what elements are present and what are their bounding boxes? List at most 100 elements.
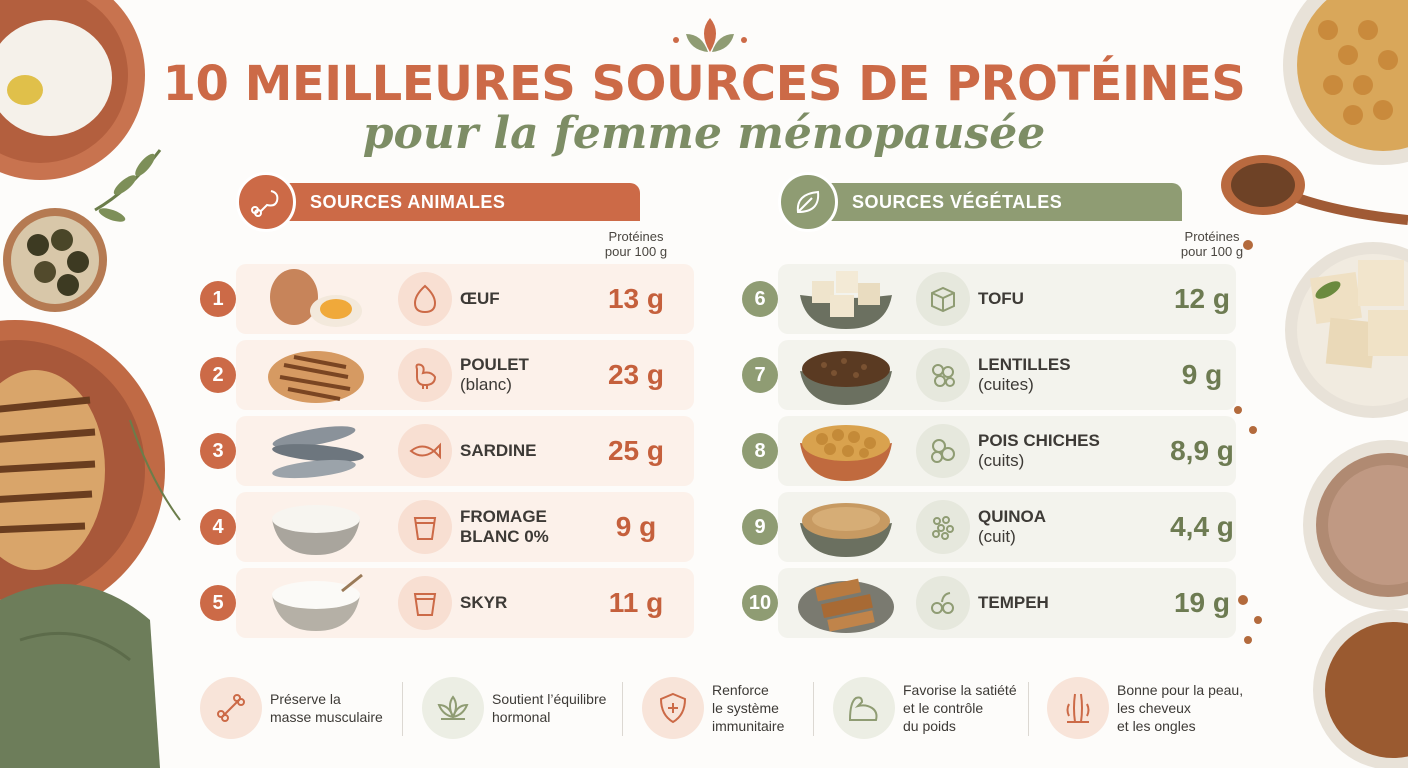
rank-badge: 4 [200, 509, 236, 545]
chickpeas-image [800, 425, 892, 481]
list-item: 2 POULET (blanc) 23 g [200, 340, 694, 410]
cube-icon [916, 272, 970, 326]
food-name: LENTILLES (cuites) [978, 340, 1108, 410]
rank-badge: 6 [742, 281, 778, 317]
column-header-line2: pour 100 g [604, 244, 668, 259]
protein-value: 9 g [615, 511, 657, 542]
list-item: 9 QUINOA (cuit) 4,4 g [742, 492, 1236, 562]
divider [402, 682, 403, 736]
benefit-hormonal: Soutient l’équilibre hormonal [422, 672, 606, 744]
benefit-line: immunitaire [712, 718, 785, 734]
benefits-bar: Préserve la masse musculaire Soutient l’… [196, 672, 1246, 744]
divider [813, 682, 814, 736]
cup-icon [398, 576, 452, 630]
food-name-main: TEMPEH [978, 593, 1049, 612]
decorative-food-left [0, 0, 181, 768]
benefit-line: les cheveux [1117, 700, 1191, 716]
food-name: TEMPEH [978, 568, 1108, 638]
rank-badge: 8 [742, 433, 778, 469]
food-name-main: TOFU [978, 289, 1024, 308]
food-name-main: SARDINE [460, 441, 537, 460]
hair-icon [1047, 677, 1109, 739]
divider [622, 682, 623, 736]
list-item: 4 FROMAGE BLANC 0% 9 g [200, 492, 694, 562]
lotus-icon [422, 677, 484, 739]
chicken-image [268, 351, 364, 403]
food-name-sub: (cuit) [978, 527, 1016, 546]
rank-badge: 5 [200, 585, 236, 621]
fromage-blanc-image [272, 505, 360, 555]
lentils-image [800, 351, 892, 405]
muscle-icon [833, 677, 895, 739]
column-header-line1: Protéines [1184, 229, 1240, 244]
list-item: 7 LENTILLES (cuites) 9 g [742, 340, 1236, 410]
food-name: TOFU [978, 264, 1108, 334]
animal-section-title: SOURCES ANIMALES [266, 183, 640, 221]
column-header-line1: Protéines [608, 229, 664, 244]
vegetal-sources-section: SOURCES VÉGÉTALES Protéines pour 100 g 6 [742, 172, 1243, 638]
vegetal-section-header: SOURCES VÉGÉTALES [778, 172, 1238, 232]
benefit-line: Soutient l’équilibre [492, 691, 607, 707]
benefit-line: Bonne pour la peau, [1117, 682, 1244, 698]
animal-sources-section: SOURCES ANIMALES Protéines pour 100 g 1 … [200, 172, 696, 638]
sardine-image [272, 426, 364, 479]
rank-badge: 7 [742, 357, 778, 393]
list-item: 10 TEMPEH 19 g [742, 568, 1236, 638]
protein-value: 23 g [607, 359, 665, 390]
benefit-line: et les ongles [1117, 718, 1196, 734]
benefit-line: hormonal [492, 709, 551, 725]
rank-badge: 3 [200, 433, 236, 469]
food-name-sub: (cuites) [978, 375, 1034, 394]
benefit-satiety: Favorise la satiété et le contrôle du po… [833, 672, 1017, 744]
food-name-main: ŒUF [460, 289, 500, 308]
rank-badge: 9 [742, 509, 778, 545]
benefit-line: le système [712, 700, 779, 716]
vegetal-section-title: SOURCES VÉGÉTALES [808, 183, 1182, 221]
column-header-line2: pour 100 g [1180, 244, 1244, 259]
egg-icon [398, 272, 452, 326]
skyr-image [272, 573, 363, 631]
food-name: SARDINE [460, 416, 590, 486]
benefit-line: masse musculaire [270, 709, 383, 725]
list-item: 5 SKYR 11 g [200, 568, 694, 638]
benefit-text: Renforce le système immunitaire [712, 681, 784, 735]
tofu-image [800, 271, 892, 329]
rank-badge: 1 [200, 281, 236, 317]
rank-badge: 10 [742, 585, 778, 621]
food-name: ŒUF [460, 264, 590, 334]
benefit-line: Renforce [712, 682, 769, 698]
protein-value: 4,4 g [1170, 511, 1234, 542]
protein-value: 25 g [607, 435, 665, 466]
leaf-icon [778, 172, 838, 232]
tempeh-image [798, 578, 894, 633]
page-title: 10 MEILLEURES SOURCES DE PROTÉINES [162, 56, 1246, 112]
list-item: 1 ŒUF 13 g [200, 264, 694, 334]
food-name-main: FROMAGE [460, 507, 547, 526]
list-item: 6 TOFU 12 g [742, 264, 1236, 334]
benefit-text: Soutient l’équilibre hormonal [492, 690, 606, 726]
protein-value: 13 g [607, 283, 665, 314]
benefit-skin-hair: Bonne pour la peau, les cheveux et les o… [1047, 672, 1243, 744]
food-name: POIS CHICHES (cuits) [978, 416, 1108, 486]
protein-value: 12 g [1173, 283, 1231, 314]
benefit-line: du poids [903, 718, 956, 734]
benefit-text: Préserve la masse musculaire [270, 690, 383, 726]
protein-value: 19 g [1173, 587, 1231, 618]
list-item: 8 POIS CHICHES (cuits) 8,9 g [742, 416, 1236, 486]
food-name-main: SKYR [460, 593, 508, 612]
page-subtitle: pour la femme ménopausée [362, 108, 1046, 159]
rank-badge: 2 [200, 357, 236, 393]
animal-section-header: SOURCES ANIMALES [236, 172, 696, 232]
food-name-sub: BLANC 0% [460, 527, 549, 546]
chicken-icon [398, 348, 452, 402]
cup-icon [398, 500, 452, 554]
decorative-food-right [1221, 0, 1408, 768]
leaf-logo-icon [673, 18, 747, 52]
drumstick-icon [236, 172, 296, 232]
list-item: 3 SARDINE 25 g [200, 416, 694, 486]
benefit-line: Préserve la [270, 691, 341, 707]
protein-value: 9 g [1181, 359, 1223, 390]
protein-value: 8,9 g [1170, 435, 1234, 466]
benefit-muscle: Préserve la masse musculaire [200, 672, 383, 744]
food-name-main: POULET [460, 355, 529, 374]
